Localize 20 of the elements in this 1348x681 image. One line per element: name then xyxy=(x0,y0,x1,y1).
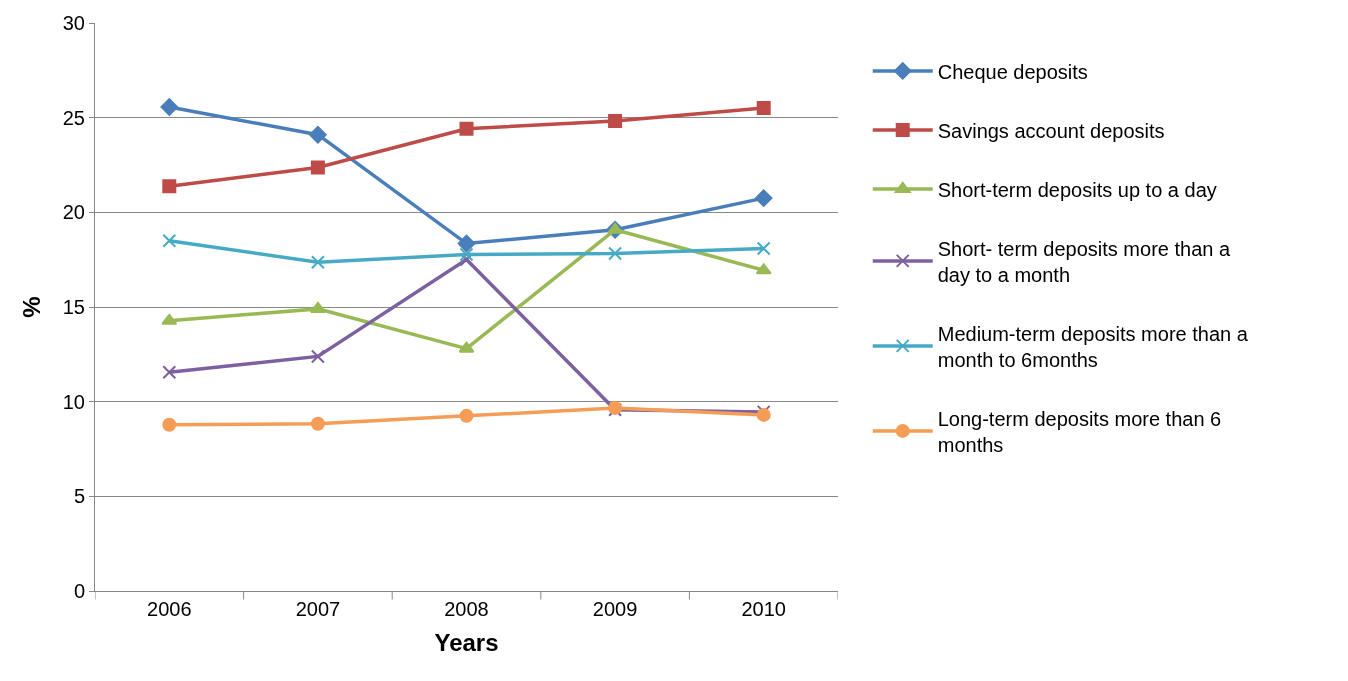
legend-label: Cheque deposits xyxy=(937,60,1088,83)
y-tick-label: 20 xyxy=(62,201,85,224)
y-tick-label: 5 xyxy=(73,485,85,508)
x-axis-title: Years xyxy=(434,629,499,657)
legend-label: Short-term deposits up to a day xyxy=(937,178,1217,201)
x-tick-label: 2008 xyxy=(444,598,489,620)
x-tick-label: 2009 xyxy=(592,598,638,620)
x-tick-label: 2010 xyxy=(741,598,786,620)
x-tick-label: 2006 xyxy=(147,598,192,620)
y-tick-label: 0 xyxy=(73,580,85,602)
y-axis-title: % xyxy=(17,296,45,318)
legend-label: Savings account deposits xyxy=(937,119,1165,142)
legend-label: Long-term deposits more than 6 months xyxy=(937,407,1222,456)
y-tick-label: 25 xyxy=(62,106,85,129)
y-tick-label: 15 xyxy=(62,296,85,318)
x-tick-label: 2007 xyxy=(295,598,341,620)
y-tick-label: 10 xyxy=(62,390,85,413)
legend-label: Medium-term deposits more than a month to 6months xyxy=(937,322,1249,371)
y-tick-label: 30 xyxy=(62,12,85,34)
legend-label: Short- term deposits more than a day to a month xyxy=(937,237,1231,286)
